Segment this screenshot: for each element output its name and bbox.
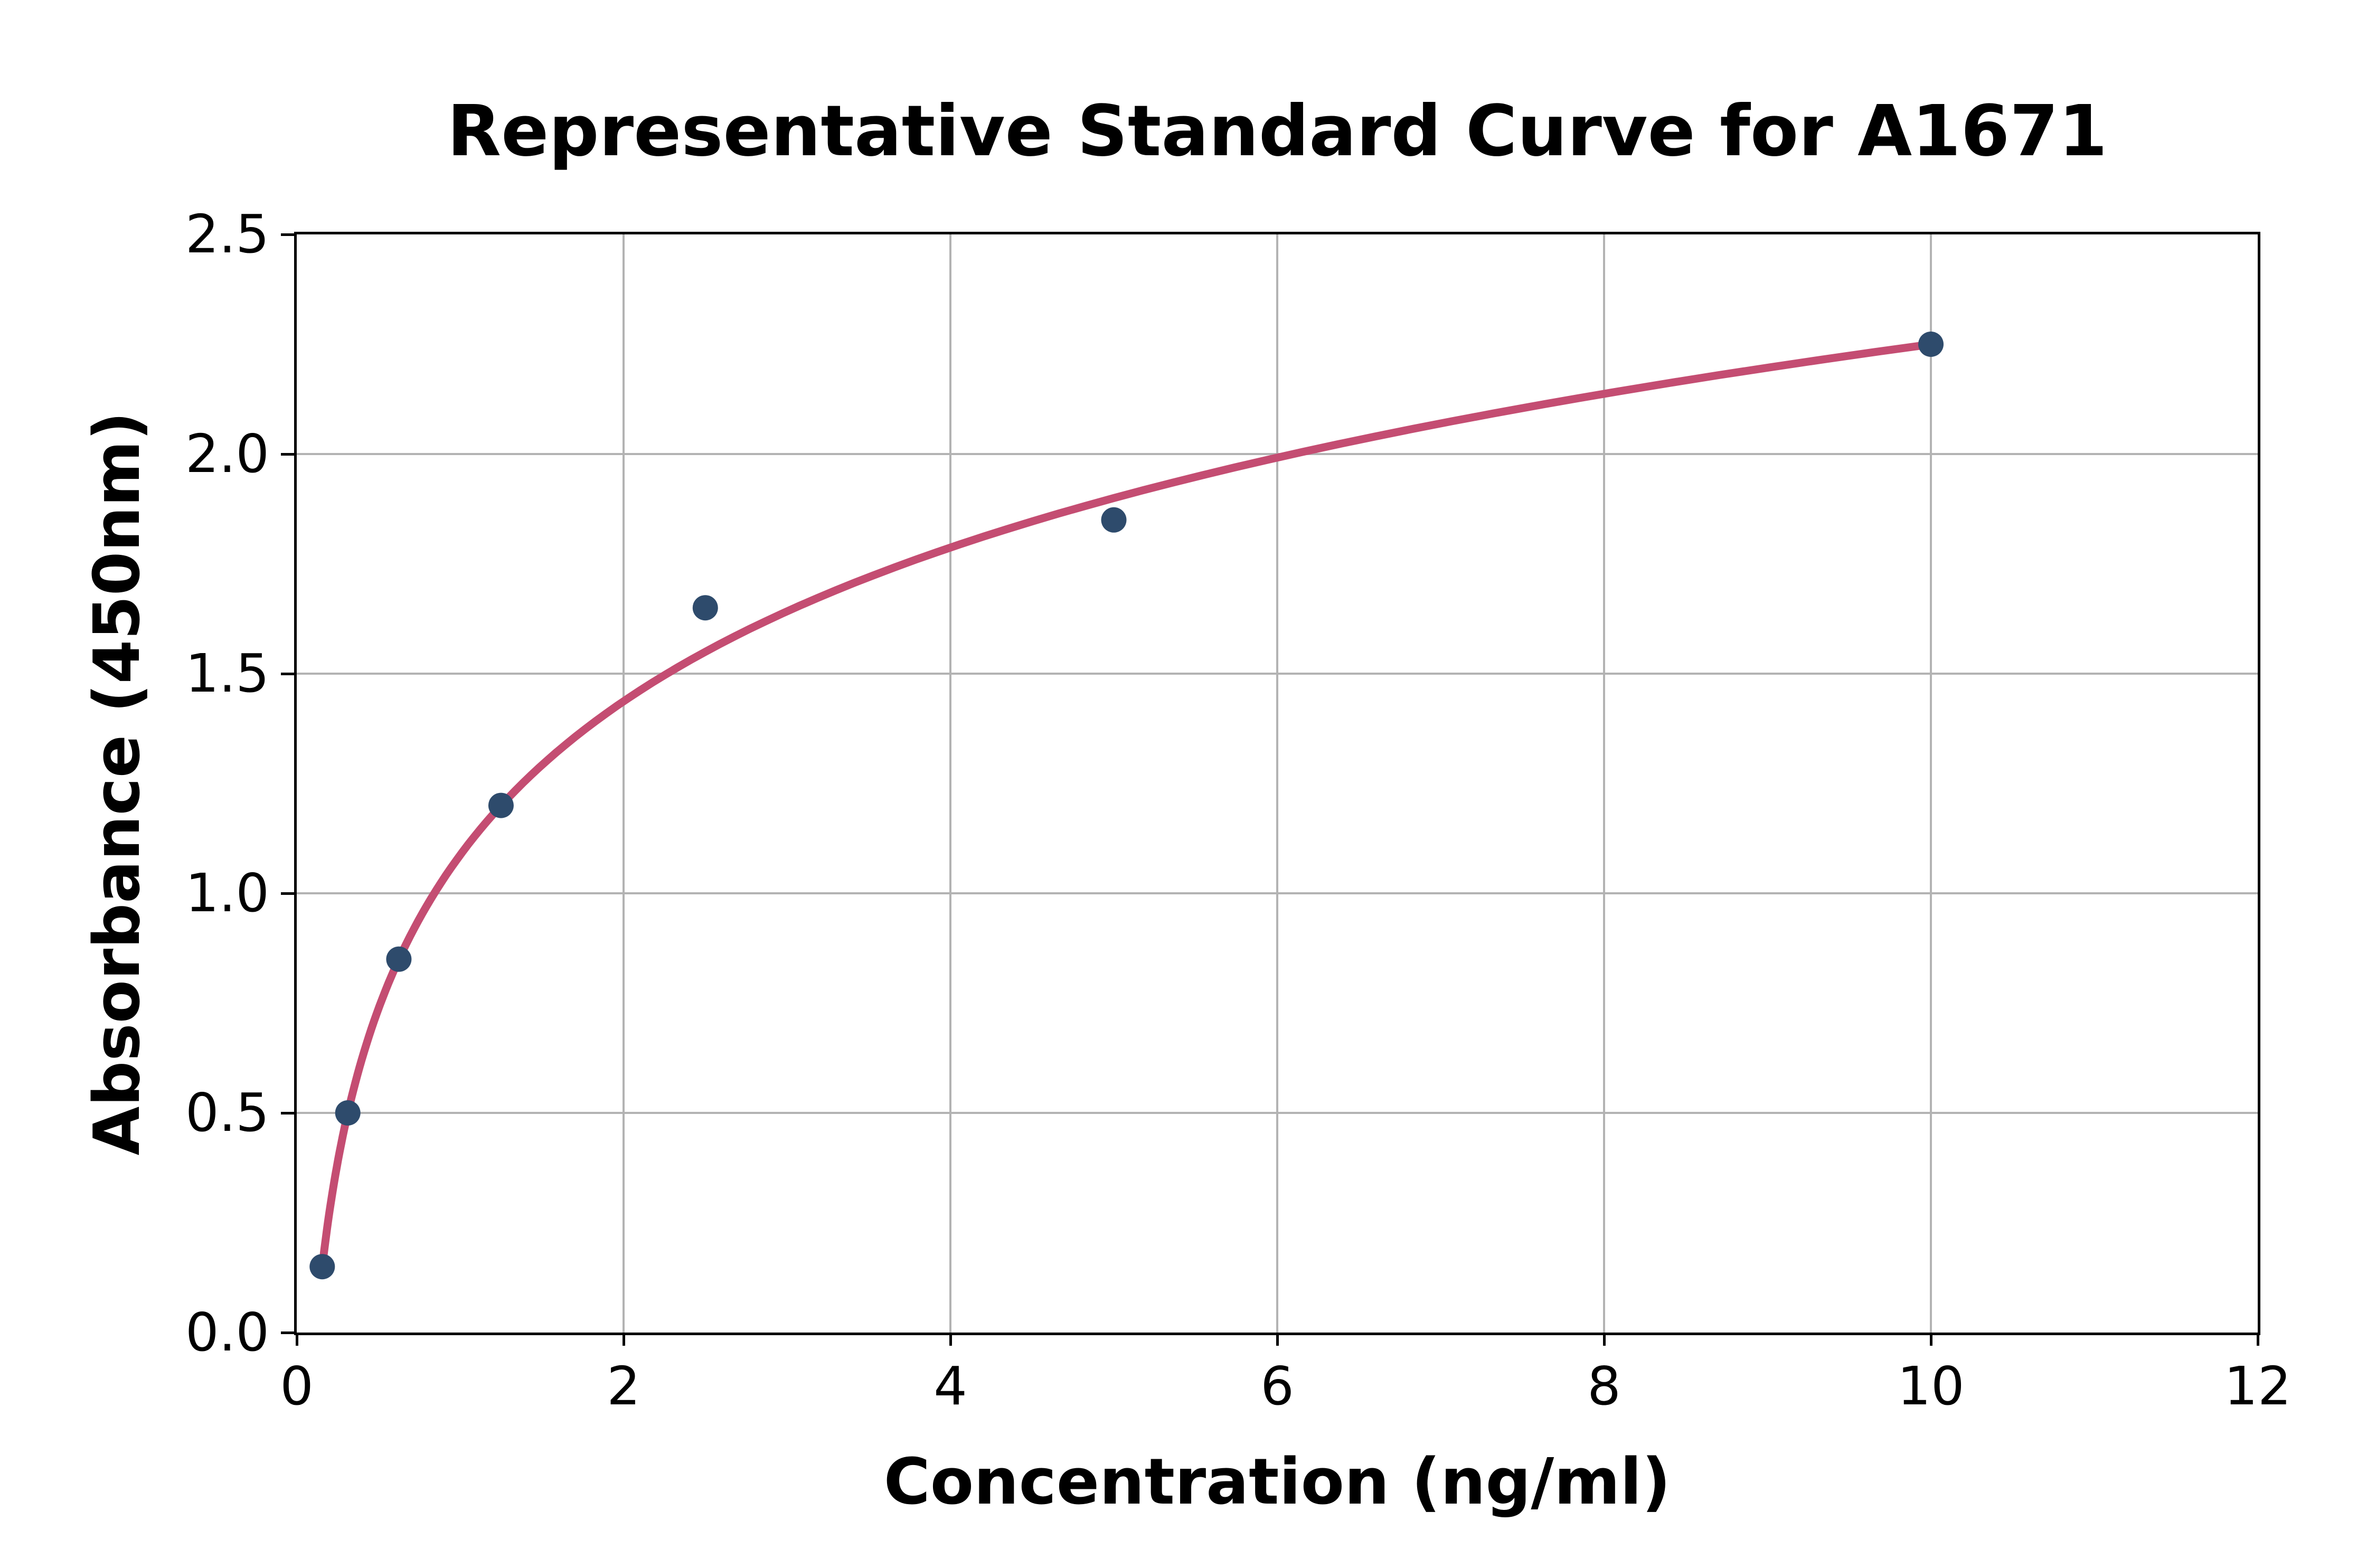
x-tick-mark xyxy=(1276,1333,1279,1346)
chart-title: Representative Standard Curve for A1671 xyxy=(447,91,2108,172)
plot-area xyxy=(294,232,2260,1335)
x-tick-label: 6 xyxy=(1260,1355,1294,1417)
x-tick-label: 12 xyxy=(2224,1355,2292,1417)
y-tick-label: 1.0 xyxy=(185,862,269,924)
y-tick-mark xyxy=(281,892,294,895)
x-tick-mark xyxy=(1602,1333,1606,1346)
x-tick-mark xyxy=(295,1333,298,1346)
y-tick-label: 2.0 xyxy=(185,423,269,485)
data-point xyxy=(1101,507,1127,533)
y-tick-mark xyxy=(281,233,294,236)
fit-curve-line xyxy=(318,340,1935,1271)
y-tick-mark xyxy=(281,1111,294,1114)
y-tick-label: 0.0 xyxy=(185,1301,269,1363)
data-point xyxy=(335,1100,361,1126)
x-tick-mark xyxy=(622,1333,625,1346)
x-tick-label: 4 xyxy=(934,1355,967,1417)
y-tick-label: 2.5 xyxy=(185,203,269,265)
x-tick-label: 8 xyxy=(1587,1355,1621,1417)
data-point xyxy=(309,1254,335,1280)
y-tick-label: 0.5 xyxy=(185,1082,269,1144)
data-point xyxy=(692,595,718,621)
x-tick-label: 2 xyxy=(607,1355,640,1417)
x-tick-mark xyxy=(1929,1333,1932,1346)
y-tick-label: 1.5 xyxy=(185,643,269,704)
y-axis-label: Absorbance (450nm) xyxy=(81,411,154,1156)
y-tick-mark xyxy=(281,672,294,675)
plot-canvas xyxy=(297,234,2258,1333)
data-point xyxy=(386,946,412,972)
data-point xyxy=(1918,332,1944,357)
x-tick-mark xyxy=(949,1333,952,1346)
y-tick-mark xyxy=(281,452,294,456)
x-tick-label: 10 xyxy=(1897,1355,1965,1417)
x-tick-label: 0 xyxy=(280,1355,314,1417)
x-tick-mark xyxy=(2256,1333,2259,1346)
data-point xyxy=(488,792,514,818)
y-tick-mark xyxy=(281,1331,294,1334)
x-axis-label: Concentration (ng/ml) xyxy=(883,1446,1671,1519)
